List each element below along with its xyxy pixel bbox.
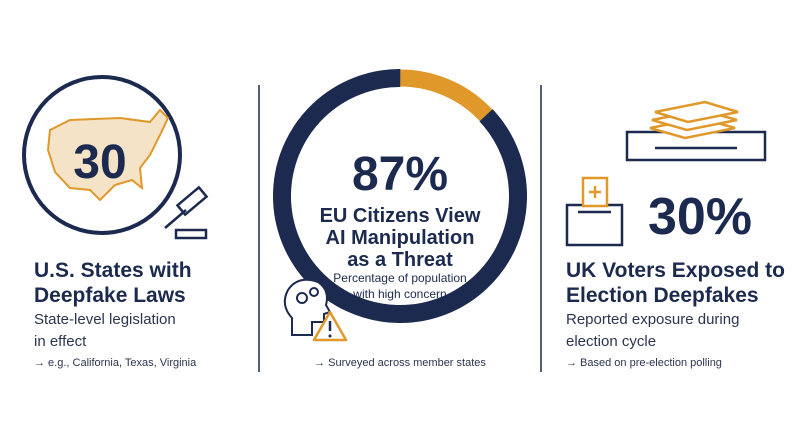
stat: 30 bbox=[73, 136, 126, 189]
description-line: State-level legislation bbox=[34, 311, 176, 328]
title-line: Election Deepfakes bbox=[566, 284, 759, 307]
eu-panel: 87% EU Citizens View AI Manipulation as … bbox=[273, 69, 527, 369]
title-line: as a Threat bbox=[347, 249, 453, 271]
note: → e.g., California, Texas, Virginia bbox=[34, 357, 197, 369]
stat: 87% bbox=[352, 148, 448, 201]
description-line: in effect bbox=[34, 333, 87, 350]
title-line: UK Voters Exposed to bbox=[566, 259, 785, 282]
title-line: EU Citizens View bbox=[320, 205, 481, 227]
donut-arc bbox=[273, 69, 527, 323]
head-gear-icon bbox=[283, 278, 332, 336]
small-ballot-icon bbox=[565, 176, 624, 247]
note: → Based on pre-election polling bbox=[566, 357, 722, 369]
us-map-icon bbox=[46, 108, 170, 202]
icon-circle bbox=[22, 75, 182, 235]
gavel-icon bbox=[164, 185, 209, 240]
stat: 30% bbox=[648, 188, 752, 246]
description-line: Percentage of population bbox=[333, 271, 466, 285]
note: → Surveyed across member states bbox=[314, 357, 486, 369]
title-line: U.S. States with bbox=[34, 259, 192, 282]
title-line: AI Manipulation bbox=[326, 227, 475, 249]
uk-panel: 30% UK Voters Exposed to Election Deepfa… bbox=[565, 100, 785, 369]
warning-icon bbox=[312, 310, 348, 342]
description-line: Reported exposure during bbox=[566, 311, 739, 328]
description-line: with high concern bbox=[352, 287, 446, 301]
title-line: Deepfake Laws bbox=[34, 284, 186, 307]
ballot-box-icon bbox=[625, 100, 767, 162]
description-line: election cycle bbox=[566, 333, 656, 350]
us-panel: 30 U.S. States with Deepfake Laws State-… bbox=[22, 75, 209, 369]
